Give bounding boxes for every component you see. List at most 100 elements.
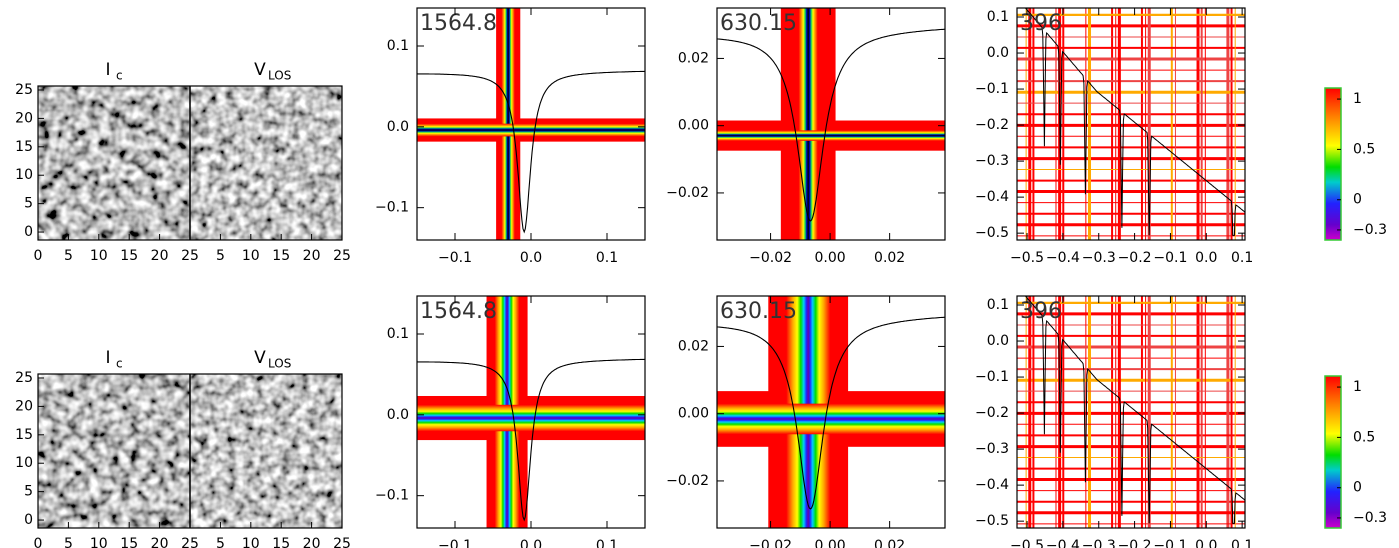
x-tick-label: 0.02 [874,538,905,548]
y-tick-label: −0.3 [975,441,1009,457]
granulation-image [38,374,190,528]
image-label: I [105,60,110,80]
x-tick-label: −0.4 [1046,250,1080,266]
y-tick-label: 15 [15,139,33,155]
x-tick-label: −0.4 [1046,538,1080,548]
y-tick-label: −0.2 [975,117,1009,133]
y-tick-label: 0.1 [387,38,409,54]
granulation-image [190,374,342,528]
x-tick-label: 0.02 [874,250,905,266]
image-label: I [105,348,110,368]
x-tick-label: −0.5 [1010,538,1044,548]
y-tick-label: 0.0 [387,119,409,135]
colorbar-tick-label: 0 [1353,192,1362,208]
y-tick-label: −0.1 [975,369,1009,385]
panel-plot [417,8,645,240]
panel-plot [1017,296,1245,528]
x-tick-label: 15 [272,536,290,548]
x-tick-label: 0.00 [815,538,846,548]
x-tick-label: 0 [34,536,43,548]
panel-label: 396 [1020,11,1062,36]
granulation-image [38,86,190,240]
panel-label: 396 [1020,299,1062,324]
panel-label: 1564.8 [420,299,497,324]
image-label-sub: c [116,69,123,83]
image-label-sub: c [116,357,123,371]
spectrum-curve [1024,296,1245,524]
colorbar-tick-label: 0 [1353,480,1362,496]
panel-plot [717,8,945,240]
panel-label: 1564.8 [420,11,497,36]
x-tick-label: −0.5 [1010,250,1044,266]
spectrum-curve [1024,8,1245,236]
x-tick-label: −0.1 [1153,250,1187,266]
y-tick-label: −0.3 [975,153,1009,169]
y-tick-label: −0.5 [975,225,1009,241]
x-tick-label: 20 [303,248,321,264]
x-tick-label: 0.0 [520,250,542,266]
y-tick-label: −0.4 [975,477,1009,493]
panel-frame [716,7,946,241]
colorbar-tick-label: 0.5 [1353,429,1375,445]
y-tick-label: −0.2 [975,405,1009,421]
x-tick-label: −0.3 [1082,538,1116,548]
panel-frame [1016,295,1246,529]
x-tick-label: −0.2 [1118,250,1152,266]
granulation-image [190,86,342,240]
x-tick-label: −0.3 [1082,250,1116,266]
x-tick-label: 0.0 [1195,250,1217,266]
profile-curve [717,316,945,510]
x-tick-label: −0.1 [1153,538,1187,548]
white-notch [520,104,566,119]
x-tick-label: 20 [151,536,169,548]
x-tick-label: 0.00 [815,250,846,266]
y-tick-label: 0.00 [678,118,709,134]
x-tick-label: 15 [120,248,138,264]
colorbar-tick-label: 1 [1353,91,1362,107]
x-tick-label: 0.1 [596,538,618,548]
y-tick-label: −0.4 [975,189,1009,205]
y-tick-label: −0.02 [666,185,709,201]
x-tick-label: 15 [272,248,290,264]
colorbar-tick-label: −0.3 [1353,510,1387,526]
x-tick-label: 5 [64,536,73,548]
x-tick-label: 25 [333,248,351,264]
x-tick-label: 20 [303,536,321,548]
x-tick-label: −0.02 [749,538,792,548]
x-tick-label: 25 [333,536,351,548]
core-band [717,130,945,141]
x-tick-label: −0.1 [438,538,472,548]
x-tick-label: 10 [90,248,108,264]
x-tick-label: 0.0 [520,538,542,548]
y-tick-label: 10 [15,455,33,471]
y-tick-label: 25 [15,370,33,386]
panel-label: 630.15 [720,11,797,36]
x-tick-label: 0.1 [1231,250,1253,266]
colorbar-tick-label: −0.3 [1353,222,1387,238]
y-tick-label: −0.5 [975,513,1009,529]
panel-plot [1017,8,1245,240]
x-tick-label: 0 [34,248,43,264]
y-tick-label: 5 [24,196,33,212]
colorbar [1324,87,1342,241]
panel-frame [1016,7,1246,241]
x-tick-label: 0.1 [596,250,618,266]
profile-curve [417,358,645,522]
x-tick-label: −0.02 [749,250,792,266]
image-label: V [254,348,266,368]
x-tick-label: 5 [216,248,225,264]
y-tick-label: 25 [15,82,33,98]
x-tick-label: 5 [216,536,225,548]
image-label-sub: LOS [268,357,291,371]
white-notch [848,377,894,392]
x-tick-label: −0.2 [1118,538,1152,548]
x-tick-label: 10 [90,536,108,548]
x-tick-label: 5 [64,248,73,264]
y-tick-label: 20 [15,110,33,126]
y-tick-label: 5 [24,484,33,500]
y-tick-label: 0 [24,512,33,528]
x-tick-label: 25 [181,248,199,264]
y-tick-label: 0.0 [987,45,1009,61]
y-tick-label: 0.00 [678,406,709,422]
